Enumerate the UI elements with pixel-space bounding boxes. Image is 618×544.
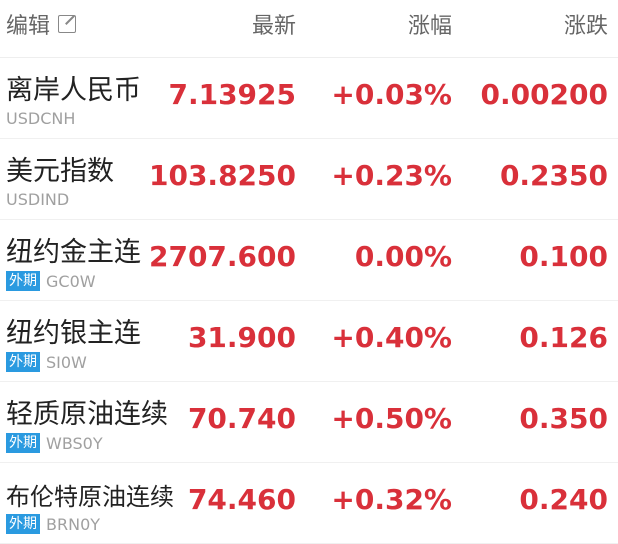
latest-price: 2707.600	[148, 240, 296, 273]
change-percent: +0.03%	[331, 78, 452, 111]
change-percent: +0.50%	[331, 402, 452, 435]
edit-icon	[58, 15, 77, 33]
instrument-code: BRN0Y	[46, 514, 101, 534]
table-header: 编辑 最新 涨幅 涨跌	[0, 0, 618, 58]
instrument-code: GC0W	[46, 271, 96, 291]
quote-row[interactable]: 轻质原油连续 外期 WBS0Y 70.740 +0.50% 0.350	[0, 382, 618, 463]
quote-row[interactable]: 离岸人民币 USDCNH 7.13925 +0.03% 0.00200	[0, 58, 618, 139]
sort-change-header[interactable]: 涨跌	[563, 14, 608, 39]
instrument-name: 布伦特原油连续	[6, 483, 174, 511]
quote-row[interactable]: 纽约银主连 外期 SI0W 31.900 +0.40% 0.126	[0, 301, 618, 382]
instrument-code: USDIND	[6, 190, 70, 209]
instrument-name: 纽约金主连	[6, 237, 141, 268]
instrument-sub: 外期 WBS0Y	[6, 433, 103, 453]
market-badge: 外期	[6, 352, 40, 372]
change-percent: 0.00%	[354, 240, 452, 273]
quote-row[interactable]: 布伦特原油连续 外期 BRN0Y 74.460 +0.32% 0.240	[0, 463, 618, 544]
instrument-code: SI0W	[46, 352, 87, 372]
instrument-name: 纽约银主连	[6, 318, 141, 349]
instrument-name: 离岸人民币	[6, 75, 141, 106]
market-badge: 外期	[6, 433, 40, 453]
latest-price: 103.8250	[148, 159, 296, 192]
quote-row[interactable]: 纽约金主连 外期 GC0W 2707.600 0.00% 0.100	[0, 220, 618, 301]
change-value: 0.2350	[499, 159, 608, 192]
instrument-name: 轻质原油连续	[6, 399, 168, 430]
sort-change-pct-header[interactable]: 涨幅	[407, 14, 452, 39]
instrument-code: WBS0Y	[46, 433, 103, 453]
market-badge: 外期	[6, 514, 40, 534]
latest-price: 31.900	[187, 321, 296, 354]
latest-price: 70.740	[187, 402, 296, 435]
edit-label: 编辑	[6, 14, 51, 39]
instrument-sub: USDIND	[6, 190, 69, 209]
market-badge: 外期	[6, 271, 40, 291]
change-percent: +0.23%	[331, 159, 452, 192]
latest-price: 74.460	[187, 483, 296, 516]
edit-button[interactable]: 编辑	[6, 8, 77, 40]
change-value: 0.240	[519, 483, 608, 516]
instrument-sub: 外期 BRN0Y	[6, 514, 100, 534]
change-percent: +0.40%	[331, 321, 452, 354]
instrument-name: 美元指数	[6, 156, 114, 187]
sort-latest-header[interactable]: 最新	[251, 14, 296, 39]
quote-list: 离岸人民币 USDCNH 7.13925 +0.03% 0.00200 美元指数 …	[0, 58, 618, 544]
quote-row[interactable]: 美元指数 USDIND 103.8250 +0.23% 0.2350	[0, 139, 618, 220]
latest-price: 7.13925	[168, 78, 296, 111]
change-value: 0.350	[519, 402, 608, 435]
instrument-sub: USDCNH	[6, 109, 75, 128]
change-percent: +0.32%	[331, 483, 452, 516]
instrument-code: USDCNH	[6, 109, 76, 128]
change-value: 0.00200	[480, 78, 608, 111]
change-value: 0.100	[519, 240, 608, 273]
instrument-sub: 外期 GC0W	[6, 271, 96, 291]
instrument-sub: 外期 SI0W	[6, 352, 87, 372]
change-value: 0.126	[519, 321, 608, 354]
